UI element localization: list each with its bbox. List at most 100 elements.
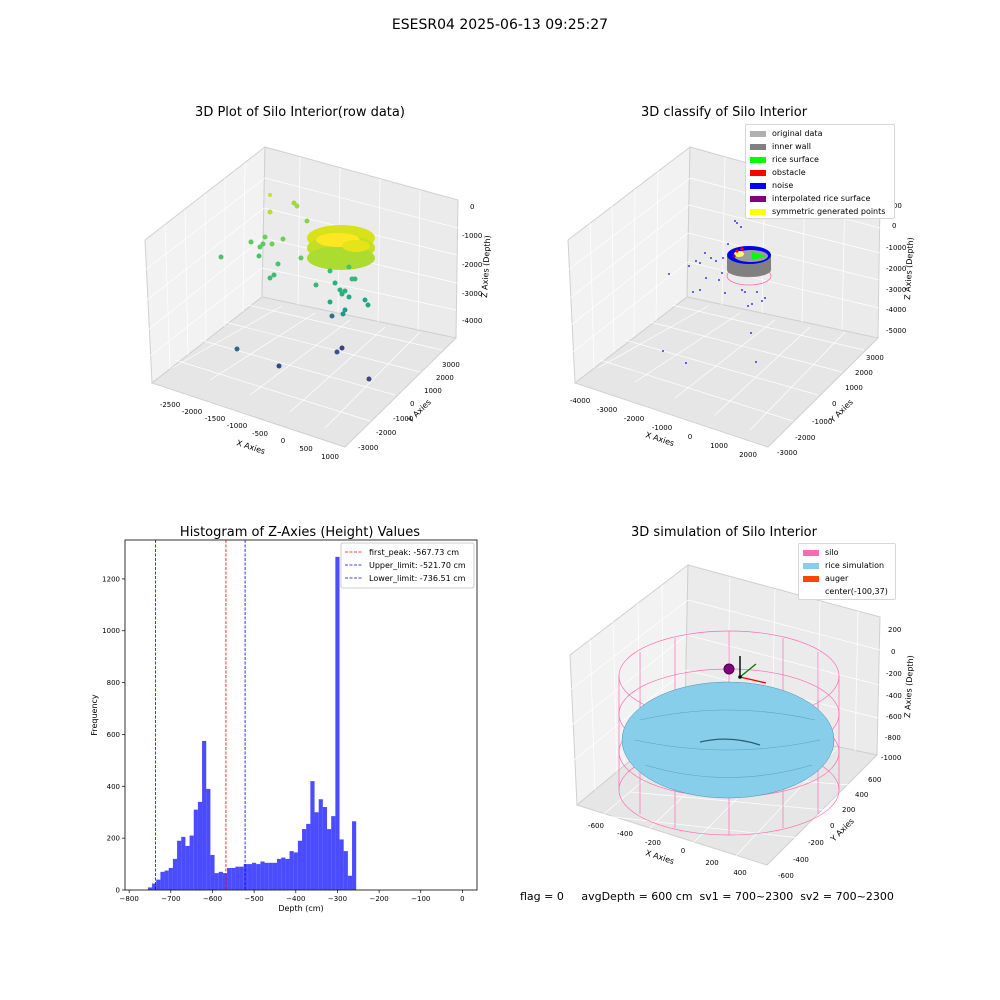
sim-xtick: 0 xyxy=(681,847,685,855)
sim-ztick: -800 xyxy=(885,734,901,742)
hist-bar xyxy=(252,862,257,890)
sim-legend-label: center(-100,37) xyxy=(825,587,888,596)
hist-legend: first_peak: -567.73 cm Upper_limit: -521… xyxy=(340,542,475,589)
hist-xtick-label: −700 xyxy=(161,895,180,903)
hist-bar xyxy=(210,855,215,890)
sim-xticks: -600 -400 -200 0 200 400 xyxy=(588,822,747,877)
raw-ytick: -2000 xyxy=(376,429,396,437)
sim-legend-label: silo xyxy=(825,548,839,557)
classify-xtick: 2000 xyxy=(739,451,757,459)
raw-zlabel: Z Axies (Depth) xyxy=(480,235,492,298)
classify-ytick: 0 xyxy=(832,400,836,408)
raw-xlabel: X Axies xyxy=(235,438,266,456)
hist-bar xyxy=(352,821,357,890)
raw-ytick: -1000 xyxy=(393,415,413,423)
hist-bar xyxy=(310,781,315,890)
classify-ztick: 0 xyxy=(892,222,896,230)
raw-xticks: -2500 -2000 -1500 -1000 -500 0 500 1000 xyxy=(160,401,339,461)
hist-bar xyxy=(222,873,228,890)
raw-ytick: 3000 xyxy=(442,361,460,369)
classify-silo xyxy=(726,246,772,286)
sim-legend-label: rice simulation xyxy=(825,561,885,570)
sim-xtick: 200 xyxy=(705,859,718,867)
hist-bar xyxy=(297,840,303,890)
sim-xtick: -200 xyxy=(645,839,661,847)
sim-rice-surface xyxy=(621,681,835,799)
hist-bar xyxy=(227,867,232,890)
sim-title: 3D simulation of Silo Interior xyxy=(631,525,818,540)
classify-legend-entry: symmetric generated points xyxy=(750,205,890,218)
hist-xtick-label: −200 xyxy=(369,895,388,903)
hist-xtick-label: −300 xyxy=(328,895,347,903)
sim-ztick: 200 xyxy=(888,626,901,634)
classify-legend-entry: noise xyxy=(750,179,890,192)
sim-ytick: 400 xyxy=(855,791,868,799)
hist-bar xyxy=(185,845,190,890)
classify-legend-swatch xyxy=(750,182,766,189)
sim-ztick: -600 xyxy=(886,713,902,721)
hist-bar xyxy=(160,871,165,890)
hist-bar xyxy=(281,857,286,890)
classify-legend-swatch xyxy=(750,156,766,163)
sim-legend: silo rice simulation auger center(-100,37) xyxy=(798,543,896,600)
classify-ytick: -2000 xyxy=(795,434,815,442)
classify-xtick: -3000 xyxy=(597,406,617,414)
classify-legend-swatch xyxy=(750,195,766,202)
raw-xtick: -1000 xyxy=(227,422,247,430)
classify-ztick: -3000 xyxy=(886,286,906,294)
raw-xtick: -2500 xyxy=(160,401,180,409)
hist-xtick-label: −100 xyxy=(411,895,430,903)
classify-legend-entry: rice surface xyxy=(750,153,890,166)
sim-ztick: -200 xyxy=(886,670,902,678)
hist-ytick-label: 800 xyxy=(107,679,120,687)
hist-bar xyxy=(152,883,157,890)
hist-bar xyxy=(218,871,223,890)
sim-zlabel: Z Axies (Depth) xyxy=(903,655,915,718)
hist-bar xyxy=(189,835,194,890)
classify-ytick: -3000 xyxy=(777,449,797,457)
raw-ytick: -3000 xyxy=(358,444,378,452)
sim-xlabel: X Axies xyxy=(644,848,675,866)
sim-legend-swatch xyxy=(803,549,819,556)
sim-legend-swatch xyxy=(803,589,819,595)
hist-xtick-label: −800 xyxy=(120,895,139,903)
classify-legend: original data inner wall rice surface obsta… xyxy=(745,124,895,219)
hist-legend-upper-limit: Upper_limit: -521.70 cm xyxy=(369,561,466,570)
classify-legend-swatch xyxy=(750,130,766,137)
raw-ztick: -4000 xyxy=(462,317,482,325)
raw-xtick: -1500 xyxy=(205,415,225,423)
hist-bar xyxy=(272,862,278,890)
classify-legend-label: obstacle xyxy=(772,168,806,177)
sim-zticks: 200 0 -200 -400 -600 -800 -1000 xyxy=(881,626,902,762)
classify-ztick: -5000 xyxy=(886,327,906,335)
sim-ytick: -200 xyxy=(808,839,824,847)
hist-bar xyxy=(285,858,290,890)
hist-xlabel: Depth (cm) xyxy=(278,904,323,913)
raw-xtick: 1000 xyxy=(321,453,339,461)
classify-legend-label: rice surface xyxy=(772,155,819,164)
panel-simulation: 3D simulation of Silo Interior xyxy=(569,525,915,880)
sim-xtick: -400 xyxy=(617,830,633,838)
hist-ytick-label: 0 xyxy=(116,887,120,895)
classify-ztick: -2000 xyxy=(886,265,906,273)
hist-bar xyxy=(214,873,219,890)
classify-ztick: -1000 xyxy=(886,244,906,252)
classify-legend-label: interpolated rice surface xyxy=(772,194,871,203)
sim-legend-swatch xyxy=(803,562,819,569)
raw-yticks: -3000 -2000 -1000 0 1000 2000 3000 xyxy=(358,361,460,452)
raw-ytick: 1000 xyxy=(424,387,442,395)
raw-xtick: -500 xyxy=(252,430,268,438)
hist-bar xyxy=(293,852,298,890)
hist-bar xyxy=(260,861,265,890)
hist-bar xyxy=(331,816,336,890)
hist-bar xyxy=(335,556,340,890)
sim-legend-entry: rice simulation xyxy=(803,559,891,572)
raw-ztick: -2000 xyxy=(462,261,482,269)
hist-bars xyxy=(147,556,357,890)
hist-bar xyxy=(168,867,173,890)
classify-legend-entry: obstacle xyxy=(750,166,890,179)
hist-xtick-label: −600 xyxy=(203,895,222,903)
classify-legend-swatch xyxy=(750,143,766,150)
hist-bar xyxy=(327,829,332,890)
